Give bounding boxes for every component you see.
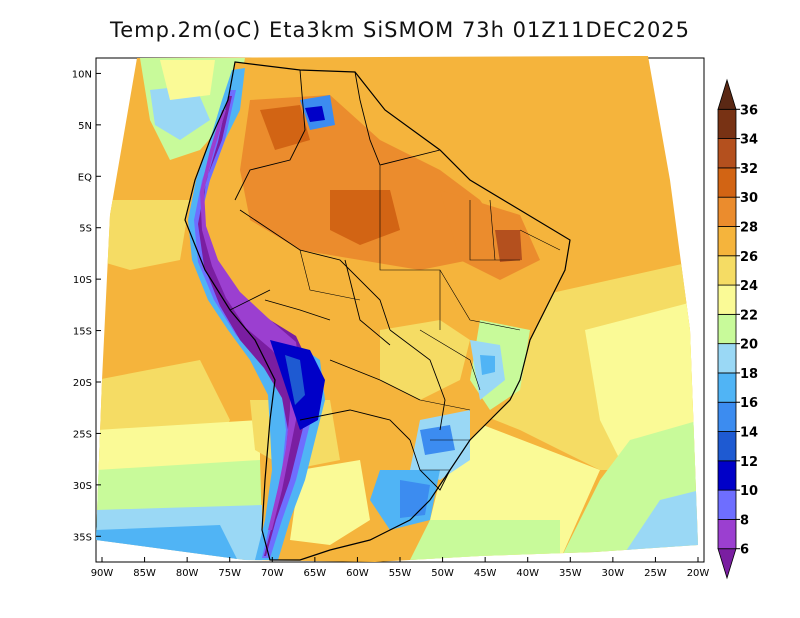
lat-tick-label: 15S	[73, 327, 92, 338]
map-title: Temp.2m(oC) Eta3km SiSMOM 73h 01Z11DEC20…	[109, 18, 691, 42]
colorbar: 6 8 10 12 14 16 18 20 22 24 26 28 30 32 34 36	[717, 78, 758, 580]
temperature-field	[96, 56, 698, 562]
lat-tick-label: 35S	[73, 532, 92, 543]
coastline	[184, 61, 571, 561]
lat-tick-label: 25S	[73, 429, 92, 440]
colorbar-segment	[717, 519, 737, 550]
colorbar-label: 14	[740, 426, 758, 441]
colorbar-segment	[717, 284, 737, 315]
lon-tick-label: 55W	[389, 568, 412, 579]
lon-tick-label: 35W	[559, 568, 582, 579]
country-borders	[229, 69, 451, 491]
lon-tick-label: 60W	[346, 568, 369, 579]
colorbar-bottom-arrow	[717, 548, 737, 580]
lon-tick-label: 85W	[133, 568, 156, 579]
colorbar-segment	[717, 226, 737, 257]
colorbar-segment	[717, 108, 737, 139]
colorbar-label: 8	[740, 513, 749, 528]
colorbar-segment	[717, 489, 737, 520]
colorbar-label: 12	[740, 455, 758, 470]
colorbar-segment	[717, 196, 737, 227]
colorbar-segment	[717, 431, 737, 462]
lat-tick-label: 20S	[73, 378, 92, 389]
colorbar-segment	[717, 401, 737, 432]
lat-tick-label: 10S	[73, 275, 92, 286]
state-borders	[299, 165, 561, 471]
colorbar-label: 20	[740, 338, 758, 353]
lon-tick-label: 20W	[687, 568, 710, 579]
colorbar-segment	[717, 138, 737, 169]
colorbar-segment	[717, 167, 737, 198]
colorbar-segment	[717, 255, 737, 286]
colorbar-label: 22	[740, 308, 758, 323]
longitude-axis: 90W 85W 80W 75W 70W 65W 60W 55W 50W 45W 40W 35W 30W 2…	[91, 557, 710, 579]
lon-tick-label: 75W	[218, 568, 241, 579]
colorbar-label: 6	[740, 543, 749, 558]
lon-tick-label: 40W	[516, 568, 539, 579]
lon-tick-label: 45W	[474, 568, 497, 579]
colorbar-label: 16	[740, 396, 758, 411]
colorbar-label: 30	[740, 191, 758, 206]
colorbar-label: 28	[740, 220, 758, 235]
lon-tick-label: 80W	[176, 568, 199, 579]
colorbar-top-arrow	[717, 78, 737, 110]
colorbar-segment	[717, 343, 737, 374]
lon-tick-label: 65W	[304, 568, 327, 579]
colorbar-label: 10	[740, 484, 758, 499]
lon-tick-label: 25W	[644, 568, 667, 579]
colorbar-label: 34	[740, 133, 758, 148]
lon-tick-label: 50W	[431, 568, 454, 579]
colorbar-segment	[717, 460, 737, 491]
colorbar-label: 36	[740, 103, 758, 118]
colorbar-label: 32	[740, 162, 758, 177]
lat-tick-label: 30S	[73, 481, 92, 492]
lat-tick-label: 5S	[79, 224, 92, 235]
colorbar-label: 18	[740, 367, 758, 382]
lon-tick-label: 30W	[602, 568, 625, 579]
colorbar-label: 26	[740, 250, 758, 265]
lon-tick-label: 70W	[261, 568, 284, 579]
lat-tick-label: EQ	[78, 172, 92, 183]
colorbar-segment	[717, 313, 737, 345]
latitude-axis: 10N 5N EQ 5S 10S 15S 20S 25S 30S 35S	[72, 69, 101, 543]
colorbar-segment	[717, 372, 737, 403]
lon-tick-label: 90W	[91, 568, 114, 579]
colorbar-label: 24	[740, 279, 758, 294]
lat-tick-label: 10N	[72, 69, 92, 80]
lat-tick-label: 5N	[78, 121, 92, 132]
